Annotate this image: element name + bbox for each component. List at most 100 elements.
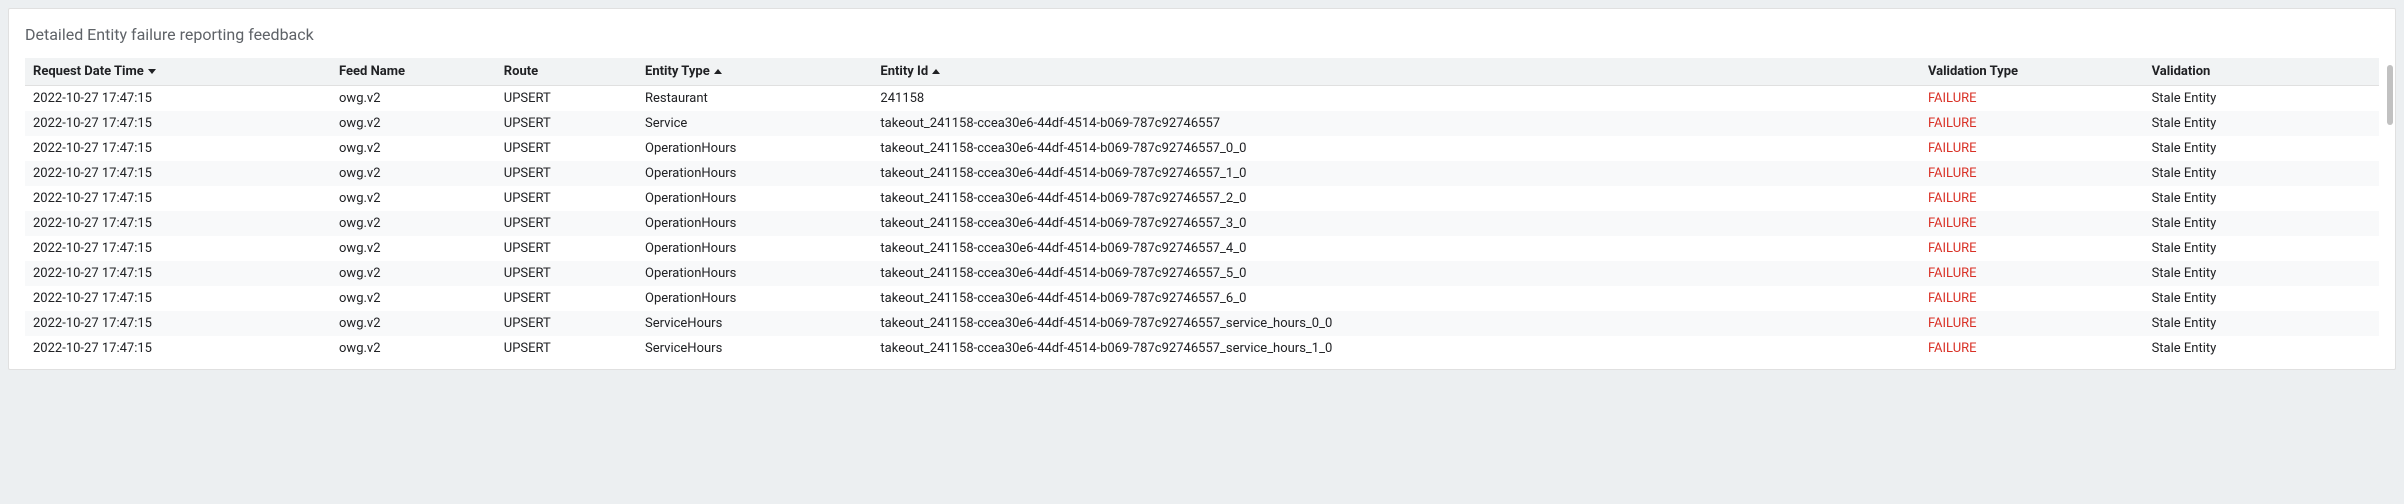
cell-validation-type: FAILURE	[1920, 336, 2144, 361]
col-header-label: Entity Id	[880, 64, 928, 79]
scrollbar-thumb[interactable]	[2387, 65, 2393, 125]
col-header-label: Validation Type	[1928, 64, 2018, 79]
table-row[interactable]: 2022-10-27 17:47:15owg.v2UPSERTOperation…	[25, 136, 2379, 161]
cell-validation: Stale Entity	[2144, 211, 2379, 236]
cell-feed-name: owg.v2	[331, 211, 496, 236]
cell-entity-type: Restaurant	[637, 86, 872, 112]
col-header-label: Route	[504, 64, 538, 79]
cell-validation-type: FAILURE	[1920, 111, 2144, 136]
cell-request-date-time: 2022-10-27 17:47:15	[25, 186, 331, 211]
cell-entity-type: OperationHours	[637, 236, 872, 261]
cell-route: UPSERT	[496, 136, 637, 161]
cell-request-date-time: 2022-10-27 17:47:15	[25, 261, 331, 286]
cell-entity-type: OperationHours	[637, 161, 872, 186]
cell-route: UPSERT	[496, 211, 637, 236]
cell-feed-name: owg.v2	[331, 186, 496, 211]
cell-entity-type: ServiceHours	[637, 336, 872, 361]
cell-route: UPSERT	[496, 336, 637, 361]
cell-entity-id: takeout_241158-ccea30e6-44df-4514-b069-7…	[872, 336, 1920, 361]
cell-feed-name: owg.v2	[331, 311, 496, 336]
cell-feed-name: owg.v2	[331, 261, 496, 286]
cell-route: UPSERT	[496, 261, 637, 286]
cell-feed-name: owg.v2	[331, 136, 496, 161]
cell-entity-type: OperationHours	[637, 211, 872, 236]
cell-feed-name: owg.v2	[331, 161, 496, 186]
col-header-validation[interactable]: Validation	[2144, 58, 2379, 86]
cell-request-date-time: 2022-10-27 17:47:15	[25, 86, 331, 112]
col-header-validation-type[interactable]: Validation Type	[1920, 58, 2144, 86]
cell-request-date-time: 2022-10-27 17:47:15	[25, 136, 331, 161]
cell-validation: Stale Entity	[2144, 286, 2379, 311]
col-header-entity-type[interactable]: Entity Type	[637, 58, 872, 86]
table-row[interactable]: 2022-10-27 17:47:15owg.v2UPSERTRestauran…	[25, 86, 2379, 112]
cell-entity-type: Service	[637, 111, 872, 136]
table-row[interactable]: 2022-10-27 17:47:15owg.v2UPSERTOperation…	[25, 261, 2379, 286]
cell-request-date-time: 2022-10-27 17:47:15	[25, 236, 331, 261]
cell-entity-id: takeout_241158-ccea30e6-44df-4514-b069-7…	[872, 136, 1920, 161]
cell-request-date-time: 2022-10-27 17:47:15	[25, 161, 331, 186]
cell-validation: Stale Entity	[2144, 336, 2379, 361]
table-row[interactable]: 2022-10-27 17:47:15owg.v2UPSERTServiceHo…	[25, 336, 2379, 361]
cell-entity-id: takeout_241158-ccea30e6-44df-4514-b069-7…	[872, 211, 1920, 236]
col-header-label: Feed Name	[339, 64, 405, 79]
cell-validation-type: FAILURE	[1920, 261, 2144, 286]
cell-entity-type: OperationHours	[637, 261, 872, 286]
cell-validation: Stale Entity	[2144, 86, 2379, 112]
cell-feed-name: owg.v2	[331, 286, 496, 311]
table-row[interactable]: 2022-10-27 17:47:15owg.v2UPSERTOperation…	[25, 286, 2379, 311]
cell-entity-type: OperationHours	[637, 286, 872, 311]
cell-entity-type: ServiceHours	[637, 311, 872, 336]
cell-route: UPSERT	[496, 286, 637, 311]
cell-validation-type: FAILURE	[1920, 161, 2144, 186]
cell-validation: Stale Entity	[2144, 236, 2379, 261]
cell-feed-name: owg.v2	[331, 111, 496, 136]
cell-entity-type: OperationHours	[637, 186, 872, 211]
cell-validation-type: FAILURE	[1920, 136, 2144, 161]
cell-request-date-time: 2022-10-27 17:47:15	[25, 111, 331, 136]
col-header-route[interactable]: Route	[496, 58, 637, 86]
cell-request-date-time: 2022-10-27 17:47:15	[25, 211, 331, 236]
entity-failure-panel: Detailed Entity failure reporting feedba…	[8, 8, 2396, 370]
cell-request-date-time: 2022-10-27 17:47:15	[25, 311, 331, 336]
cell-entity-id: takeout_241158-ccea30e6-44df-4514-b069-7…	[872, 261, 1920, 286]
cell-validation-type: FAILURE	[1920, 311, 2144, 336]
cell-route: UPSERT	[496, 186, 637, 211]
cell-entity-type: OperationHours	[637, 136, 872, 161]
col-header-label: Request Date Time	[33, 64, 144, 79]
sort-asc-icon	[932, 69, 940, 74]
sort-asc-icon	[714, 69, 722, 74]
cell-validation: Stale Entity	[2144, 136, 2379, 161]
cell-route: UPSERT	[496, 236, 637, 261]
scrollbar-track[interactable]	[2387, 55, 2393, 361]
cell-request-date-time: 2022-10-27 17:47:15	[25, 286, 331, 311]
table-row[interactable]: 2022-10-27 17:47:15owg.v2UPSERTOperation…	[25, 186, 2379, 211]
table-row[interactable]: 2022-10-27 17:47:15owg.v2UPSERTServiceHo…	[25, 311, 2379, 336]
table-body: 2022-10-27 17:47:15owg.v2UPSERTRestauran…	[25, 86, 2379, 362]
cell-validation-type: FAILURE	[1920, 211, 2144, 236]
col-header-entity-id[interactable]: Entity Id	[872, 58, 1920, 86]
cell-feed-name: owg.v2	[331, 86, 496, 112]
cell-validation-type: FAILURE	[1920, 86, 2144, 112]
cell-entity-id: takeout_241158-ccea30e6-44df-4514-b069-7…	[872, 286, 1920, 311]
table-row[interactable]: 2022-10-27 17:47:15owg.v2UPSERTOperation…	[25, 236, 2379, 261]
col-header-label: Validation	[2152, 64, 2211, 79]
cell-validation-type: FAILURE	[1920, 236, 2144, 261]
cell-route: UPSERT	[496, 311, 637, 336]
cell-entity-id: takeout_241158-ccea30e6-44df-4514-b069-7…	[872, 111, 1920, 136]
panel-title: Detailed Entity failure reporting feedba…	[25, 25, 2379, 44]
cell-route: UPSERT	[496, 86, 637, 112]
cell-entity-id: takeout_241158-ccea30e6-44df-4514-b069-7…	[872, 186, 1920, 211]
table-row[interactable]: 2022-10-27 17:47:15owg.v2UPSERTServiceta…	[25, 111, 2379, 136]
table-header-row: Request Date Time Feed Name Route Entity…	[25, 58, 2379, 86]
entity-failure-table: Request Date Time Feed Name Route Entity…	[25, 58, 2379, 361]
cell-validation: Stale Entity	[2144, 311, 2379, 336]
cell-feed-name: owg.v2	[331, 336, 496, 361]
cell-validation-type: FAILURE	[1920, 286, 2144, 311]
table-row[interactable]: 2022-10-27 17:47:15owg.v2UPSERTOperation…	[25, 211, 2379, 236]
col-header-request-date-time[interactable]: Request Date Time	[25, 58, 331, 86]
col-header-feed-name[interactable]: Feed Name	[331, 58, 496, 86]
table-row[interactable]: 2022-10-27 17:47:15owg.v2UPSERTOperation…	[25, 161, 2379, 186]
cell-validation-type: FAILURE	[1920, 186, 2144, 211]
cell-validation: Stale Entity	[2144, 161, 2379, 186]
cell-feed-name: owg.v2	[331, 236, 496, 261]
